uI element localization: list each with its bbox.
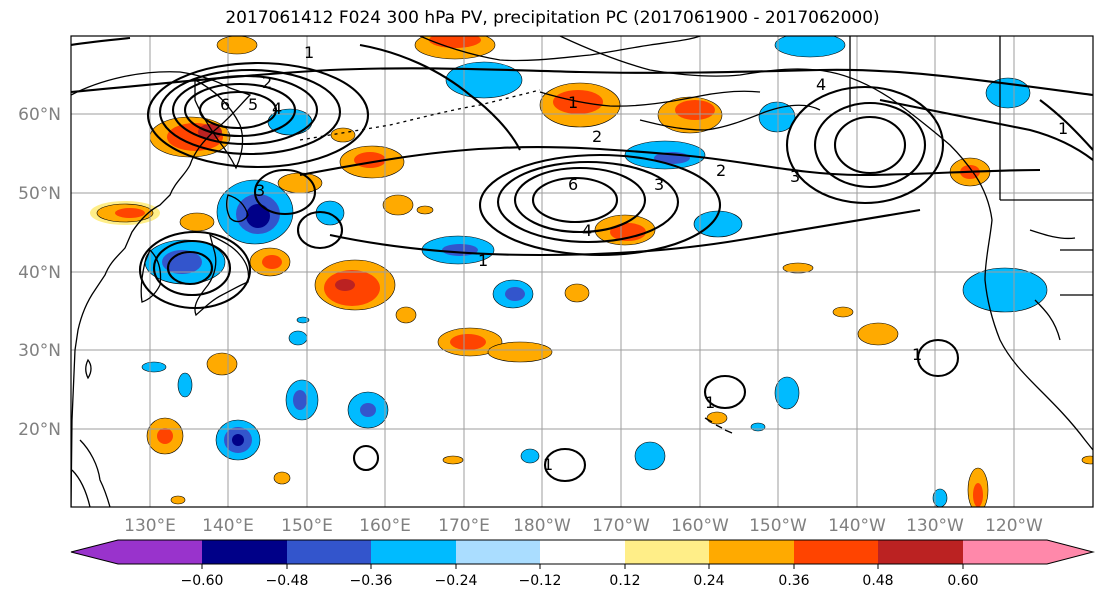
lat-label: 60°N	[18, 105, 61, 125]
colorbar-tick-label: −0.48	[266, 573, 309, 589]
contour-label: 6	[568, 175, 578, 194]
lon-label: 130°W	[906, 516, 964, 536]
pv-contours	[71, 36, 1093, 483]
contour-label: 4	[816, 75, 826, 94]
colorbar-cell	[456, 540, 540, 564]
lon-label: 140°W	[828, 516, 886, 536]
longitude-labels: 130°E 140°E 150°E 160°E 170°E 180°W 170°…	[124, 516, 1043, 536]
lon-label: 160°W	[671, 516, 729, 536]
colorbar-cell	[371, 540, 456, 564]
colorbar-cell	[202, 540, 287, 564]
gridlines	[71, 36, 1093, 507]
colorbar-cell	[71, 540, 118, 564]
colorbar-cell	[118, 540, 202, 564]
contour-label: 1	[705, 393, 715, 412]
colorbar-tick-label: −0.60	[181, 573, 224, 589]
lon-label: 150°E	[281, 516, 333, 536]
contour-label: 1	[478, 251, 488, 270]
contour-label: 1	[568, 93, 578, 112]
contour-label: 1	[543, 455, 553, 474]
contour-label: 6	[220, 95, 230, 114]
colorbar-cell	[878, 540, 963, 564]
colorbar-tick-label: 0.36	[778, 573, 809, 589]
colorbar: −0.60 −0.48 −0.36 −0.24 −0.12 0.12 0.24 …	[70, 539, 1095, 589]
colorbar-cell	[794, 540, 878, 564]
contour-label: 2	[592, 127, 602, 146]
lat-label: 50°N	[18, 184, 61, 204]
lon-label: 160°E	[359, 516, 411, 536]
colorbar-tick-label: 0.48	[862, 573, 893, 589]
colorbar-tick-label: 0.12	[609, 573, 640, 589]
colorbar-cell	[1047, 540, 1093, 564]
lon-label: 140°E	[202, 516, 254, 536]
map-title: 2017061412 F024 300 hPa PV, precipitatio…	[225, 8, 880, 28]
colorbar-cell	[540, 540, 625, 564]
colorbar-cell	[709, 540, 794, 564]
map-frame	[70, 35, 1094, 508]
colorbar-cell	[625, 540, 709, 564]
colorbar-cell	[287, 540, 371, 564]
coastlines	[71, 36, 1093, 507]
contour-labels: 1 2 3 4 5 6 1 2 3 4 6 1 2 3 4 1 1 1 1	[220, 43, 1068, 474]
contour-label: 4	[582, 221, 592, 240]
lon-label: 150°W	[749, 516, 807, 536]
contour-label: 4	[272, 99, 282, 118]
contour-label: 1	[1058, 119, 1068, 138]
lat-label: 20°N	[18, 420, 61, 440]
lon-label: 120°W	[985, 516, 1043, 536]
contour-label: 1	[912, 345, 922, 364]
lat-label: 30°N	[18, 341, 61, 361]
colorbar-tick-label: −0.12	[519, 573, 562, 589]
lon-label: 130°E	[124, 516, 176, 536]
colorbar-tick-label: 0.24	[693, 573, 724, 589]
contour-label: 2	[716, 161, 726, 180]
lat-label: 40°N	[18, 263, 61, 283]
contour-label: 2	[262, 73, 272, 92]
colorbar-tick-label: −0.24	[435, 573, 478, 589]
contour-label: 3	[654, 175, 664, 194]
contour-label: 3	[255, 181, 265, 200]
lon-label: 180°W	[513, 516, 571, 536]
lon-label: 170°E	[438, 516, 490, 536]
contour-label: 3	[790, 167, 800, 186]
map-area: 1 2 3 4 5 6 1 2 3 4 6 1 2 3 4 1 1 1 1	[71, 36, 1093, 507]
colorbar-cell	[963, 540, 1047, 564]
contour-label: 5	[248, 95, 258, 114]
contour-label: 1	[304, 43, 314, 62]
colorbar-tick-label: −0.36	[350, 573, 393, 589]
colorbar-tick-label: 0.60	[947, 573, 978, 589]
latitude-labels: 60°N 50°N 40°N 30°N 20°N	[18, 105, 61, 440]
lon-label: 170°W	[592, 516, 650, 536]
